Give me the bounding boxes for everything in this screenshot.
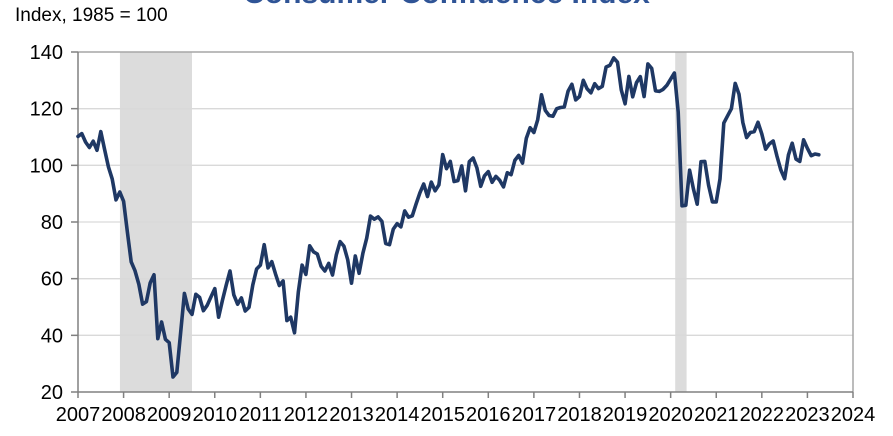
confidence-index-line: [76, 56, 821, 379]
y-axis-units-label: Index, 1985 = 100: [15, 5, 168, 26]
x-tick-label: 2014: [375, 404, 420, 426]
x-tick-label: 2024: [831, 404, 876, 426]
x-tick-label: 2022: [740, 404, 785, 426]
y-tick-label: 20: [41, 382, 63, 404]
y-tick-label: 80: [41, 212, 63, 234]
x-tick-label: 2023: [785, 404, 830, 426]
x-tick-label: 2018: [557, 404, 602, 426]
x-tick-label: 2009: [147, 404, 192, 426]
x-tick-label: 2008: [101, 404, 146, 426]
x-tick-label: 2013: [329, 404, 374, 426]
chart-title-text: Consumer Confidence Index: [243, 0, 650, 10]
x-tick-label: 2021: [694, 404, 739, 426]
chart-title: Consumer Confidence Index: [0, 0, 893, 9]
y-tick-label: 40: [41, 325, 63, 347]
x-tick-label: 2020: [648, 404, 693, 426]
x-tick-label: 2019: [603, 404, 648, 426]
y-tick-label: 140: [30, 42, 63, 64]
x-tick-label: 2007: [56, 404, 101, 426]
x-tick-label: 2011: [239, 404, 282, 426]
x-tick-label: 2012: [284, 404, 329, 426]
y-tick-label: 100: [30, 155, 63, 177]
x-tick-label: 2016: [466, 404, 511, 426]
x-tick-label: 2010: [193, 404, 238, 426]
x-tick-label: 2015: [420, 404, 465, 426]
y-tick-label: 60: [41, 269, 63, 291]
x-tick-label: 2017: [512, 404, 557, 426]
y-tick-label: 120: [30, 99, 63, 121]
